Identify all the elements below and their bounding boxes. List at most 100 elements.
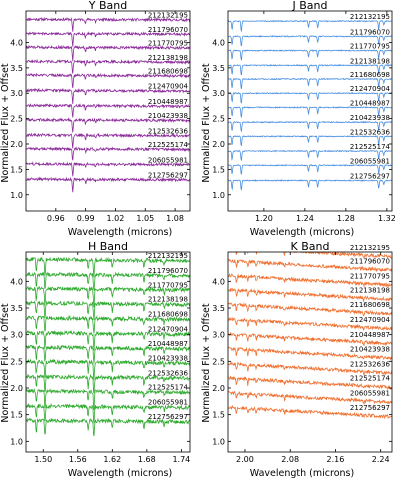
- plot-frame: [25, 251, 191, 453]
- x-tick-label: 1.50: [34, 455, 52, 464]
- plot-frame: [25, 10, 191, 212]
- series-line: [26, 388, 190, 410]
- figure-xlabel-bottom-left: Wavelength (microns): [68, 468, 172, 479]
- series-group: [228, 252, 392, 420]
- y-tick-label: 2.5: [10, 115, 23, 124]
- series-line: [228, 179, 392, 191]
- series-line: [26, 176, 190, 193]
- series-label: 212470904: [148, 83, 189, 91]
- series-line: [26, 330, 190, 351]
- series-group: [26, 16, 190, 193]
- y-tick-label: 3.0: [212, 89, 225, 98]
- series-label: 210448987: [148, 98, 188, 106]
- series-line: [235, 252, 392, 259]
- series-label: 212532636: [350, 128, 391, 136]
- chart-panel-2: 212132195 211796070 211770795 212138198 2116…: [10, 240, 191, 464]
- series-line: [26, 146, 190, 161]
- x-tick-label: 1.32: [378, 214, 396, 223]
- series-label: 211796070: [148, 267, 188, 275]
- chart-panels: 212132195 211796070 211770795 212138198 2116…: [10, 0, 396, 464]
- x-tick-label: 1.56: [69, 455, 87, 464]
- series-line: [228, 272, 392, 288]
- series-label: 211796070: [350, 28, 390, 36]
- x-tick-label: 1.74: [172, 455, 190, 464]
- y-tick-label: 3.5: [10, 304, 23, 313]
- series-line: [26, 344, 190, 364]
- series-line: [26, 314, 190, 334]
- panel-title: J Band: [292, 0, 328, 12]
- series-line: [26, 87, 190, 105]
- figure-xlabel-top-left: Wavelength (microns): [68, 227, 172, 238]
- series-label: 206055981: [350, 157, 390, 165]
- series-label: 206055981: [350, 390, 390, 398]
- y-tick-label: 1.0: [10, 437, 23, 446]
- x-tick-label: 0.99: [77, 214, 95, 223]
- y-tick-label: 2.0: [10, 140, 23, 149]
- y-tick-label: 1.5: [212, 411, 225, 420]
- series-label: 210423938: [350, 114, 390, 122]
- series-line: [228, 64, 392, 76]
- series-line: [26, 358, 190, 380]
- y-tick-label: 3.0: [212, 331, 225, 340]
- series-label: 211770795: [350, 43, 390, 51]
- y-tick-label: 2.5: [212, 357, 225, 366]
- x-tick-label: 2.24: [372, 455, 390, 464]
- series-label: 210423938: [148, 354, 188, 362]
- series-label: 212132195: [148, 12, 188, 20]
- figure-ylabel-bottom-left: Normalized Flux + Offset: [0, 303, 11, 422]
- series-line: [228, 35, 392, 47]
- y-tick-label: 3.0: [10, 89, 23, 98]
- x-tick-label: 1.20: [255, 214, 273, 223]
- x-tick-label: 0.96: [47, 214, 65, 223]
- y-tick-label: 1.0: [10, 191, 23, 200]
- series-label: 212756297: [148, 172, 188, 180]
- series-label: 211770795: [350, 272, 390, 280]
- y-tick-label: 4.0: [212, 277, 225, 286]
- series-label: 211770795: [148, 281, 188, 289]
- series-line: [26, 402, 190, 424]
- y-tick-label: 3.5: [212, 304, 225, 313]
- series-group: [228, 19, 392, 191]
- series-line: [26, 58, 190, 74]
- figure-ylabel-bottom-right: Normalized Flux + Offset: [201, 303, 212, 422]
- figure-ylabel-top-right: Normalized Flux + Offset: [201, 63, 212, 182]
- panel-title: K Band: [291, 240, 330, 253]
- y-tick-label: 1.0: [212, 437, 225, 446]
- series-line: [228, 390, 392, 405]
- y-tick-label: 1.5: [10, 411, 23, 420]
- panel-title: H Band: [88, 240, 128, 253]
- series-label: 212470904: [148, 326, 189, 334]
- series-line: [26, 31, 190, 47]
- series-label: 211680698: [148, 311, 188, 319]
- series-label: 211796070: [350, 257, 390, 265]
- series-label: 210448987: [148, 340, 188, 348]
- series-label: 212132195: [148, 252, 188, 260]
- chart-panel-1: 212132195 211796070 211770795 212138198 2116…: [212, 0, 396, 223]
- plot-frame: [227, 10, 393, 212]
- y-tick-label: 3.5: [10, 64, 23, 73]
- series-line: [26, 300, 190, 321]
- series-line: [26, 256, 190, 278]
- y-tick-label: 3.0: [10, 331, 23, 340]
- series-line: [26, 373, 190, 394]
- series-line: [26, 72, 190, 89]
- y-tick-label: 2.0: [212, 384, 225, 393]
- y-tick-label: 4.0: [212, 38, 225, 47]
- x-tick-label: 1.02: [107, 214, 125, 223]
- series-label: 212138198: [148, 54, 188, 62]
- series-label: 212525174: [350, 143, 391, 151]
- chart-panel-3: 212132195 211796070 211770795 212138198 2116…: [212, 240, 393, 464]
- series-line: [228, 77, 392, 90]
- chart-panel-0: 212132195 211796070 211770795 212138198 2116…: [10, 0, 191, 223]
- series-line: [228, 316, 392, 332]
- series-line: [228, 149, 392, 162]
- y-tick-label: 1.5: [212, 165, 225, 174]
- x-tick-label: 2.08: [281, 455, 299, 464]
- y-tick-label: 4.0: [10, 277, 23, 286]
- series-label: 211680698: [148, 67, 188, 75]
- series-line: [26, 132, 190, 149]
- series-label: 212132195: [350, 244, 390, 252]
- series-line: [228, 164, 392, 175]
- series-line: [228, 91, 392, 104]
